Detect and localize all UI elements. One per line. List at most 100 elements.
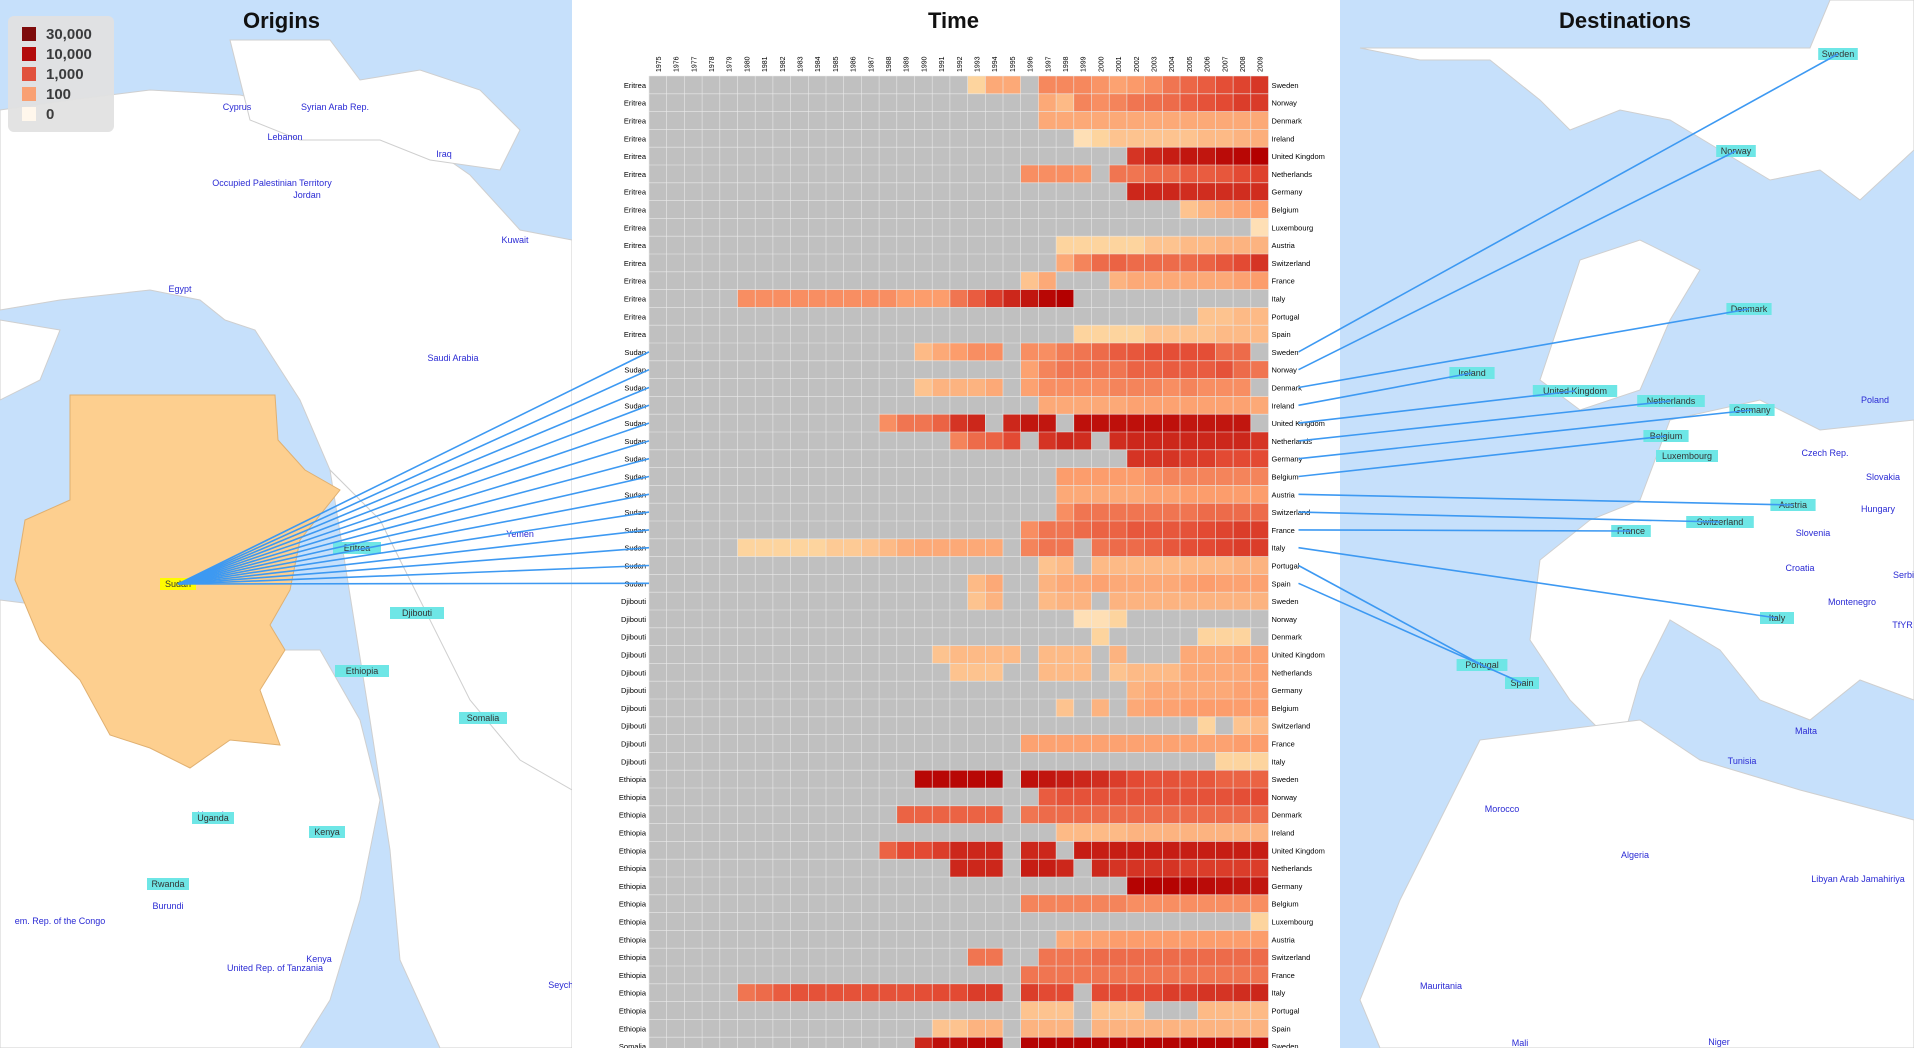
heatmap-cell [1144,182,1163,201]
land-shape [1529,399,1914,751]
heatmap-cell [949,1037,968,1053]
heatmap-cell [1250,449,1269,468]
heatmap-cell [1197,841,1216,860]
heatmap-cell [1162,1019,1180,1038]
heatmap-cell [985,645,1003,664]
heatmap-cell [1144,770,1163,788]
heatmap-cell [1109,805,1127,824]
heatmap-cell [1197,948,1216,966]
heatmap-cell [1215,414,1234,432]
heatmap-cell [1073,734,1092,753]
heatmap-cell [1250,556,1269,575]
heatmap-cell [1126,894,1145,913]
heatmap-cell [1215,663,1234,682]
heatmap-cell [949,663,968,682]
heatmap-cell [843,289,862,308]
heatmap-cell [1197,823,1216,842]
heatmap-cell [1162,1037,1180,1053]
heatmap-cell [932,343,950,361]
row-destination-label: Belgium [1272,206,1299,215]
row-origin-label: Djibouti [621,740,646,749]
heatmap-cell [1073,663,1092,682]
heatmap-cell [1091,129,1110,148]
heatmap-cell [896,983,915,1002]
row-origin-label: Sudan [624,437,646,446]
heatmap-cell [1038,432,1057,450]
heatmap-cell [1162,414,1180,432]
time-panel: 1975 1976 1977 1978 1979 1980 1981 1982 1983 1984… [572,0,1340,1053]
heatmap-cell [1038,966,1057,984]
row-destination-label: United Kingdom [1272,152,1325,161]
heatmap-cell [1162,859,1180,877]
heatmap-cell [1091,360,1110,379]
destination-country-label: Niger [1708,1037,1730,1047]
heatmap-cell [1197,663,1216,682]
heatmap-cell [1250,503,1269,521]
heatmap-cell [1180,788,1198,806]
destinations-map[interactable]: Poland Czech Rep. Slovakia Hungary Slovenia C… [1340,0,1914,1048]
heatmap-cell [914,289,933,308]
heatmap-cell [1215,734,1234,753]
origins-map-canvas[interactable]: Cyprus Syrian Arab Rep. Lebanon Iraq Occupie… [0,0,572,1048]
heatmap-cell [1197,414,1216,432]
destination-country-label: Serbia [1893,570,1914,580]
heatmap-cell [1144,325,1163,343]
heatmap-cell [985,76,1003,94]
heatmap-cell [1020,859,1039,877]
heatmap-cell [1056,1037,1074,1053]
heatmap-cell [1233,111,1251,130]
year-tick-label: 1995 [1010,56,1017,72]
year-tick-label: 1999 [1081,56,1088,72]
heatmap-cell [737,289,756,308]
heatmap-cell [1126,111,1145,130]
heatmap-cell [1215,983,1234,1002]
origin-country-label: Egypt [168,284,192,294]
heatmap-cell [1144,823,1163,842]
heatmap-cell [1073,93,1092,112]
heatmap-cell [1233,147,1251,165]
year-tick-label: 2008 [1240,56,1247,72]
heatmap-cell [1073,788,1092,806]
heatmap-cell [1215,1001,1234,1020]
heatmap-cell [1144,129,1163,148]
heatmap-cell [985,343,1003,361]
heatmap-cell [1180,663,1198,682]
heatmap-cell [1126,396,1145,415]
heatmap-cell [1144,877,1163,895]
destination-country-label: Mali [1512,1038,1529,1048]
destinations-map-canvas[interactable]: Poland Czech Rep. Slovakia Hungary Slovenia C… [1340,0,1914,1048]
heatmap-cell [1215,841,1234,860]
year-tick-label: 1998 [1063,56,1070,72]
heatmap-cell [1091,1001,1110,1020]
heatmap-cell [896,805,915,824]
destination-node-label: Luxembourg [1662,451,1712,461]
row-destination-label: Austria [1272,490,1296,499]
row-origin-label: Eritrea [624,295,647,304]
legend-item: 30,000 [22,26,92,43]
origins-map[interactable]: Cyprus Syrian Arab Rep. Lebanon Iraq Occupie… [0,0,572,1048]
heatmap[interactable]: 1975 1976 1977 1978 1979 1980 1981 1982 1983 1984… [572,0,1340,1053]
heatmap-cell [1038,556,1057,575]
year-tick-label: 2006 [1205,56,1212,72]
legend-item: 100 [22,86,71,103]
heatmap-cell [967,1037,986,1053]
heatmap-cell [1215,627,1234,646]
time-title: Time [928,8,979,33]
row-destination-label: Belgium [1272,473,1299,482]
heatmap-cell [1197,877,1216,895]
row-origin-label: Sudan [624,366,646,375]
heatmap-cell [1197,360,1216,379]
heatmap-cell [879,538,897,557]
heatmap-cell [1144,556,1163,575]
heatmap-cell [1215,432,1234,450]
heatmap-cell [1250,574,1269,593]
heatmap-cell [1250,1019,1269,1038]
heatmap-cell [1162,325,1180,343]
heatmap-cell [1197,271,1216,290]
heatmap-cell [1180,983,1198,1002]
heatmap-cell [1250,930,1269,949]
destination-node-label: Sweden [1822,49,1855,59]
heatmap-cell [1091,966,1110,984]
destination-country-label: Algeria [1621,850,1649,860]
heatmap-cell [1162,538,1180,557]
